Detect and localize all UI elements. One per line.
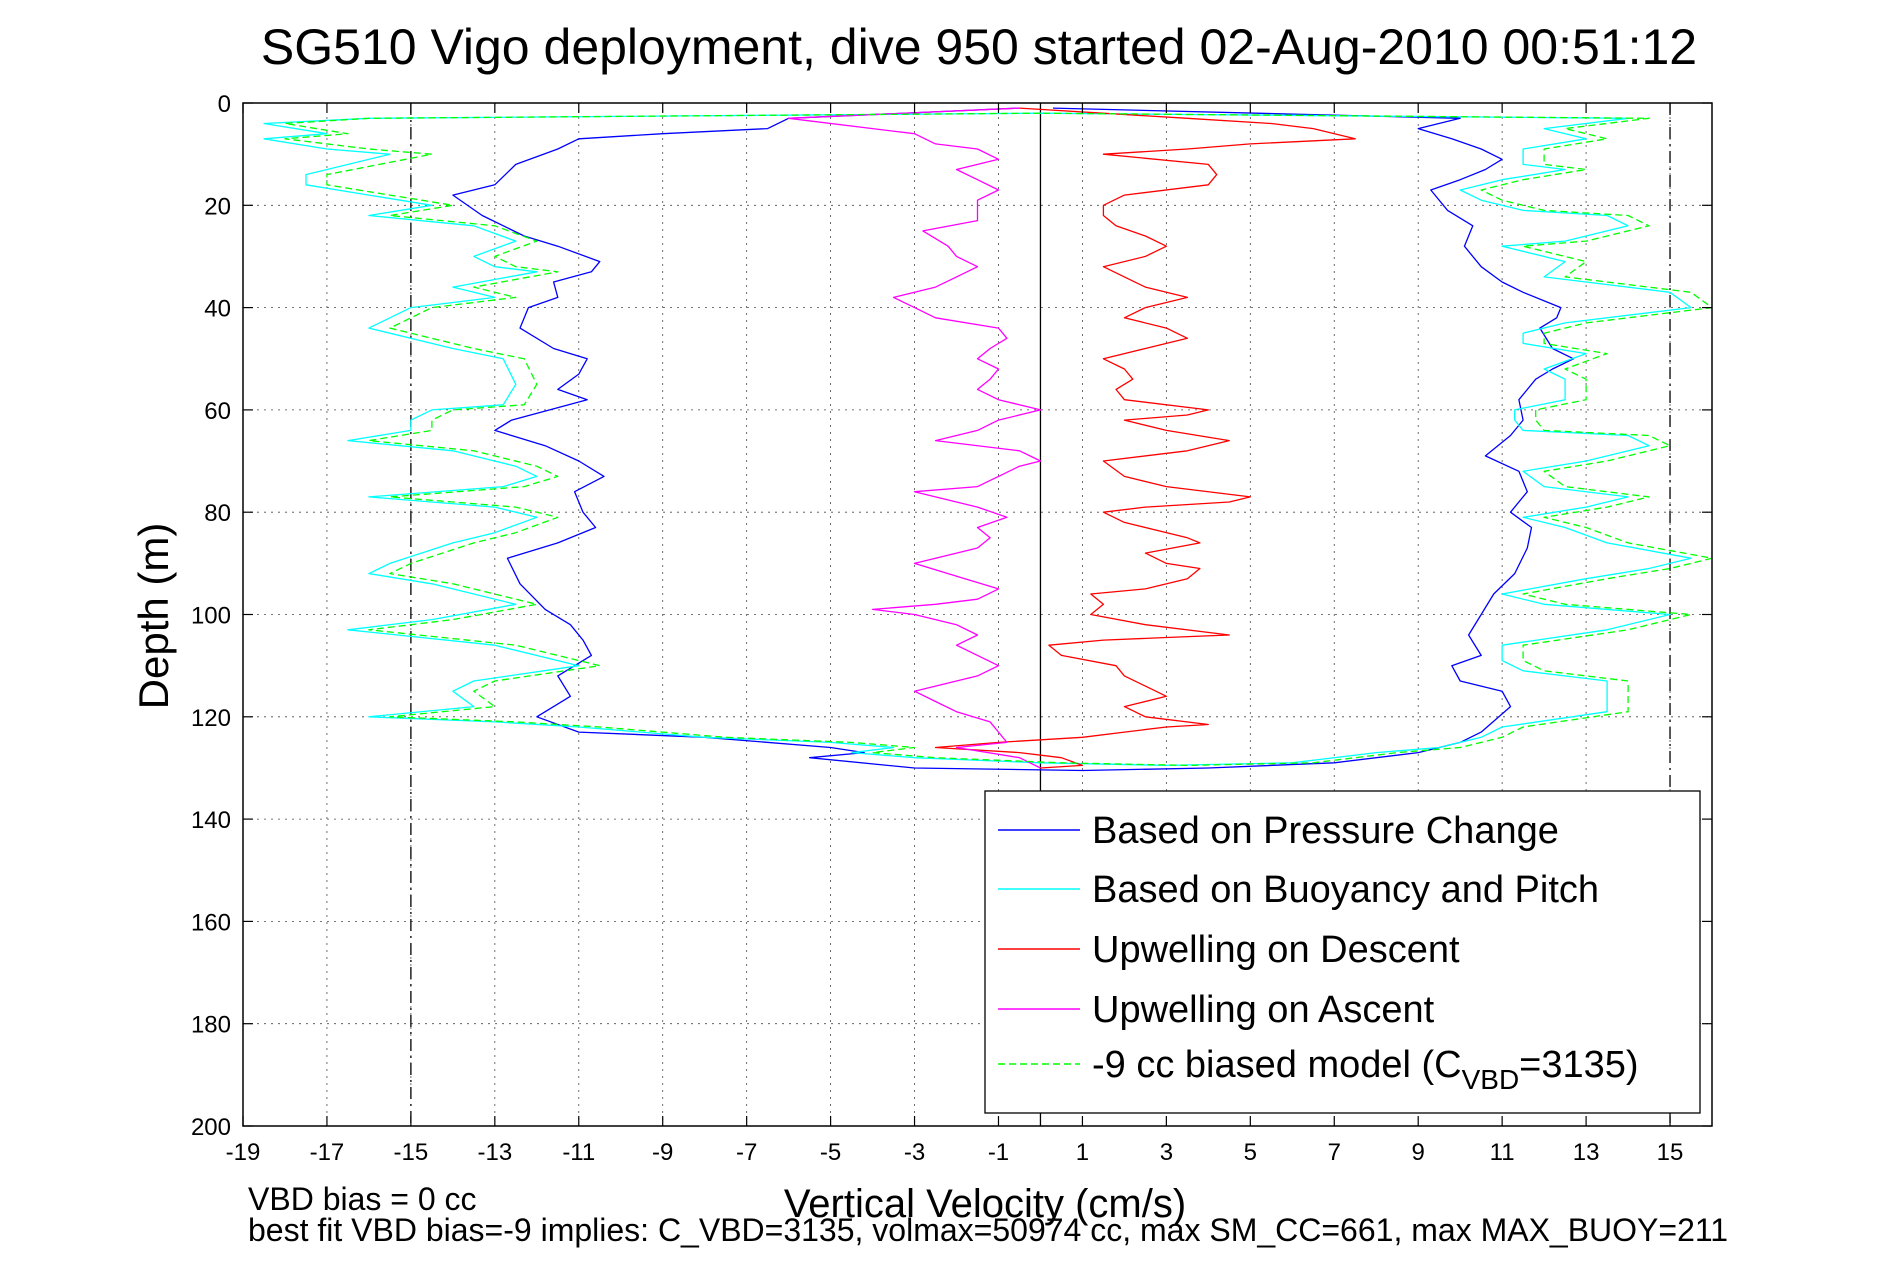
- legend-label: Based on Pressure Change: [1092, 810, 1559, 852]
- y-tick-label: 180: [191, 1012, 231, 1039]
- y-tick-label: 20: [204, 193, 231, 220]
- x-tick-label: 13: [1573, 1139, 1600, 1166]
- x-tick-label: 3: [1160, 1139, 1173, 1166]
- y-tick-label: 100: [191, 603, 231, 630]
- legend-label: Based on Buoyancy and Pitch: [1092, 869, 1599, 911]
- ticks: -19 -17 -15 -13 -11 -9 -7 -5 -3 -1 1 3 5 7 9 11 13 150204…: [191, 91, 1712, 1166]
- x-tick-label: -13: [477, 1139, 512, 1166]
- legend-label: -9 cc biased model (CVBD=3135): [1092, 1044, 1639, 1095]
- x-tick-label: 11: [1490, 1139, 1515, 1166]
- chart-title: SG510 Vigo deployment, dive 950 started …: [261, 19, 1697, 75]
- series-line-5: [284, 112, 1713, 767]
- x-tick-label: -3: [904, 1139, 925, 1166]
- x-tick-label: 15: [1657, 1139, 1684, 1166]
- series-lines: [263, 107, 1713, 772]
- series-line-3: [934, 107, 1356, 769]
- x-tick-label: -17: [310, 1139, 345, 1166]
- legend-label: Upwelling on Ascent: [1092, 989, 1435, 1031]
- footer-fit-note: best fit VBD bias=-9 implies: C_VBD=3135…: [248, 1212, 1729, 1248]
- x-tick-label: -15: [394, 1139, 429, 1166]
- x-tick-label: 9: [1412, 1139, 1425, 1166]
- series-line-4: [787, 107, 1042, 769]
- x-tick-label: -11: [562, 1139, 595, 1166]
- x-axis-label: Vertical Velocity (cm/s): [784, 1182, 1186, 1226]
- y-tick-label: 60: [204, 398, 231, 425]
- y-tick-label: 140: [191, 807, 231, 834]
- x-tick-label: -19: [226, 1139, 261, 1166]
- y-tick-label: 0: [218, 91, 231, 118]
- series-line-1: [452, 107, 1575, 772]
- x-tick-label: -9: [652, 1139, 673, 1166]
- y-tick-label: 160: [191, 909, 231, 936]
- footer-bias-note: VBD bias = 0 cc: [248, 1181, 477, 1217]
- legend-label: Upwelling on Descent: [1092, 929, 1460, 971]
- y-tick-label: 120: [191, 705, 231, 732]
- legend: Based on Pressure Change Based on Buoyanc…: [984, 790, 1701, 1114]
- x-tick-label: -1: [988, 1139, 1009, 1166]
- legend-box: [984, 790, 1701, 1114]
- y-tick-label: 200: [191, 1114, 231, 1141]
- x-tick-label: -7: [736, 1139, 757, 1166]
- x-tick-label: 1: [1076, 1139, 1089, 1166]
- x-tick-label: -5: [820, 1139, 841, 1166]
- y-tick-label: 80: [204, 500, 231, 527]
- y-axis-label: Depth (m): [130, 523, 177, 710]
- x-tick-label: 5: [1244, 1139, 1257, 1166]
- x-tick-label: 7: [1328, 1139, 1341, 1166]
- y-tick-label: 40: [204, 296, 231, 323]
